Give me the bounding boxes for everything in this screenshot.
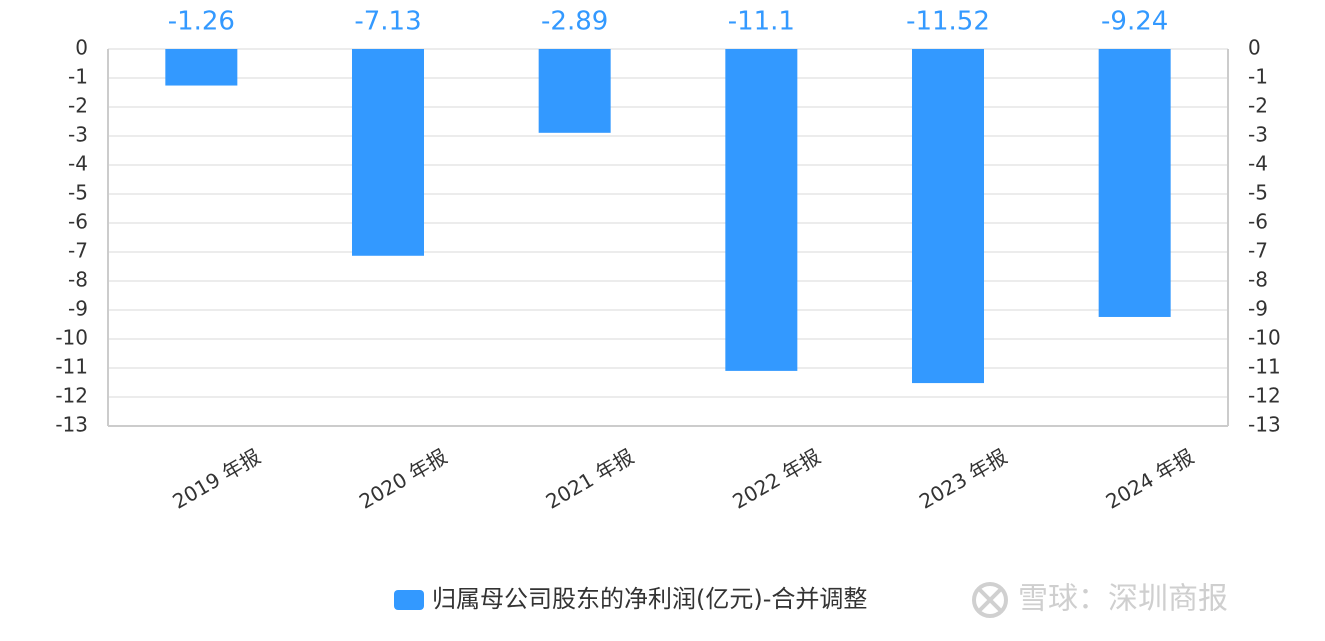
- y-tick-label: -11: [55, 355, 88, 379]
- y-tick-label: -1: [68, 65, 88, 89]
- x-tick-label: 2024 年报: [1102, 444, 1198, 513]
- y-tick-label: -13: [55, 413, 88, 437]
- data-label: -1.26: [168, 7, 235, 37]
- y-tick-label: -12: [55, 384, 88, 408]
- legend-swatch: [394, 590, 424, 610]
- legend-label: 归属母公司股东的净利润(亿元)-合并调整: [432, 585, 867, 613]
- bar: [912, 49, 984, 384]
- y2-tick-label: 0: [1248, 36, 1261, 60]
- y-tick-label: -8: [68, 268, 88, 292]
- x-tick-label: 2022 年报: [728, 444, 824, 513]
- y2-tick-label: -6: [1248, 210, 1268, 234]
- data-label: -11.1: [728, 7, 795, 37]
- y-tick-label: -10: [55, 326, 88, 350]
- y2-tick-label: -12: [1248, 384, 1281, 408]
- y2-tick-label: -11: [1248, 355, 1281, 379]
- bar: [1098, 49, 1171, 317]
- y2-tick-label: -13: [1248, 413, 1281, 437]
- x-tick-label: 2019 年报: [168, 444, 264, 513]
- y-tick-label: 0: [75, 36, 88, 60]
- bar: [165, 49, 238, 86]
- watermark-logo: [972, 582, 1008, 618]
- y-tick-label: -4: [68, 152, 88, 176]
- y2-tick-label: -8: [1248, 268, 1268, 292]
- x-tick-label: 2023 年报: [915, 444, 1011, 513]
- y2-tick-label: -5: [1248, 181, 1268, 205]
- y2-tick-label: -3: [1248, 123, 1268, 147]
- y2-tick-label: -1: [1248, 65, 1268, 89]
- x-tick-label: 2020 年报: [355, 444, 451, 513]
- data-label: -11.52: [906, 7, 990, 37]
- bar: [352, 49, 424, 256]
- y-tick-label: -9: [68, 297, 88, 321]
- data-label: -2.89: [541, 7, 608, 37]
- y-tick-label: -3: [68, 123, 88, 147]
- data-label: -9.24: [1101, 7, 1168, 37]
- y2-tick-label: -7: [1248, 239, 1268, 263]
- x-tick-label: 2021 年报: [542, 444, 638, 513]
- y-tick-label: -2: [68, 94, 88, 118]
- y2-tick-label: -4: [1248, 152, 1268, 176]
- y2-tick-label: -2: [1248, 94, 1268, 118]
- y-tick-label: -5: [68, 181, 88, 205]
- y2-tick-label: -9: [1248, 297, 1268, 321]
- y-tick-label: -7: [68, 239, 88, 263]
- data-label: -7.13: [354, 7, 421, 37]
- bar: [538, 49, 611, 133]
- bar: [725, 49, 798, 371]
- y-tick-label: -6: [68, 210, 88, 234]
- watermark: 雪球：深圳商报: [1018, 582, 1228, 617]
- y2-tick-label: -10: [1248, 326, 1281, 350]
